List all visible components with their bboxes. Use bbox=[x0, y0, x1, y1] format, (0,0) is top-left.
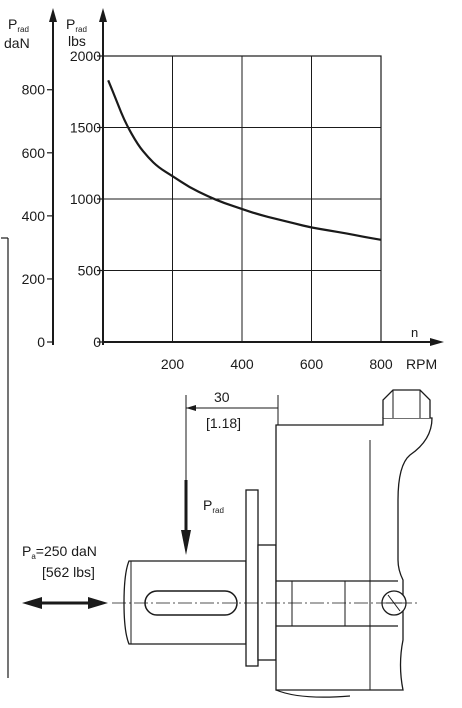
x-tick-label: 800 bbox=[369, 356, 393, 372]
flange-collar-inner bbox=[257, 544, 277, 661]
chart: 0 200 400 600 800 0 500 1000 1500 2000 200 400 600… bbox=[4, 8, 444, 372]
y-axis-dan-title: Prad bbox=[8, 16, 29, 34]
radial-load-label: Prad bbox=[203, 497, 224, 515]
y-tick-label-dan: 800 bbox=[22, 82, 46, 98]
y-axis-lbs-ticks: 0 500 1000 1500 2000 bbox=[70, 48, 103, 350]
y-tick-label-lbs: 500 bbox=[78, 263, 102, 279]
axial-load-arrowhead-left bbox=[22, 597, 42, 609]
y-tick-label-dan: 200 bbox=[22, 271, 46, 287]
x-axis-unit-n: n bbox=[411, 325, 418, 340]
dimension-value: 30 bbox=[214, 389, 230, 405]
y-axis-lbs-unit: lbs bbox=[68, 33, 86, 49]
x-tick-label: 200 bbox=[161, 356, 185, 372]
y-axis-lbs-title: Prad bbox=[66, 16, 87, 34]
series-line bbox=[107, 79, 382, 241]
technical-drawing: 30 [1.18] Prad Pa=250 daN [562 lbs] bbox=[1, 237, 433, 698]
x-tick-label: 600 bbox=[300, 356, 324, 372]
x-axis-unit-rpm: RPM bbox=[406, 356, 437, 372]
y-axis-dan-unit: daN bbox=[4, 35, 30, 51]
x-tick-label: 400 bbox=[230, 356, 254, 372]
y-axis-dan-ticks: 0 200 400 600 800 bbox=[22, 82, 53, 350]
y-tick-label-lbs: 1000 bbox=[70, 191, 101, 207]
bolt-head bbox=[382, 389, 431, 418]
y-axis-dan-arrow bbox=[49, 8, 57, 22]
chart-grid bbox=[103, 55, 382, 342]
y-tick-label-lbs: 2000 bbox=[70, 48, 101, 64]
y-tick-label-dan: 0 bbox=[37, 334, 45, 350]
y-tick-label-dan: 400 bbox=[22, 208, 46, 224]
radial-load-arrowhead bbox=[181, 530, 191, 555]
flange-collar-outer bbox=[245, 489, 259, 667]
x-axis-arrow bbox=[430, 338, 444, 346]
dimension-value-inch: [1.18] bbox=[206, 415, 241, 431]
dimension-arrow-left bbox=[186, 405, 196, 411]
y-tick-label-lbs: 1500 bbox=[70, 120, 101, 136]
axial-load-arrowhead-right bbox=[88, 597, 108, 609]
shaft-outline bbox=[123, 560, 247, 645]
housing-body bbox=[275, 417, 433, 691]
x-axis-ticks: 200 400 600 800 bbox=[161, 356, 393, 372]
axial-load-label-lbs: [562 lbs] bbox=[42, 564, 95, 580]
housing-bottom-curve bbox=[275, 689, 351, 698]
y-axis-lbs-arrow bbox=[99, 8, 107, 22]
y-tick-label-dan: 600 bbox=[22, 145, 46, 161]
y-tick-label-lbs: 0 bbox=[93, 334, 101, 350]
axial-load-label: Pa=250 daN bbox=[22, 543, 97, 561]
